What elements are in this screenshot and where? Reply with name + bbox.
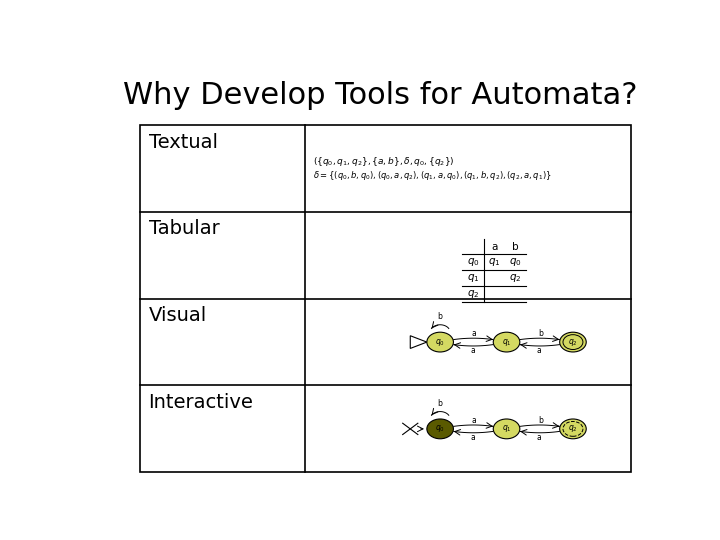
Text: b: b — [438, 399, 443, 408]
Circle shape — [559, 332, 586, 352]
Text: b: b — [438, 313, 443, 321]
Text: a: a — [472, 329, 477, 338]
Circle shape — [427, 419, 454, 439]
Text: Textual: Textual — [148, 133, 217, 152]
Text: Why Develop Tools for Automata?: Why Develop Tools for Automata? — [123, 82, 637, 111]
Bar — [140, 125, 631, 472]
Text: $q_1$: $q_1$ — [502, 336, 511, 348]
Circle shape — [559, 419, 586, 439]
Text: a: a — [472, 415, 477, 424]
Text: $q_2$: $q_2$ — [467, 288, 480, 300]
Text: $\delta = \{(q_0, b, q_0), (q_0, a, q_2), (q_1, a, q_0), (q_1, b, q_2), (q_2, a,: $\delta = \{(q_0, b, q_0), (q_0, a, q_2)… — [313, 170, 552, 183]
Text: $(\{q_0, q_1, q_2\}, \{a, b\}, \delta, q_0, \{q_2\})$: $(\{q_0, q_1, q_2\}, \{a, b\}, \delta, q… — [313, 154, 455, 167]
Circle shape — [493, 332, 520, 352]
Text: a: a — [470, 433, 475, 442]
Text: b: b — [512, 241, 519, 252]
Text: a: a — [537, 347, 541, 355]
Text: Visual: Visual — [148, 306, 207, 325]
Text: $q_2$: $q_2$ — [509, 272, 522, 284]
Text: $q_1$: $q_1$ — [502, 423, 511, 434]
Text: b: b — [538, 415, 543, 424]
Text: a: a — [470, 347, 475, 355]
Text: b: b — [538, 329, 543, 338]
Text: $q_1$: $q_1$ — [488, 256, 500, 268]
Text: $q_1$: $q_1$ — [467, 272, 480, 284]
Text: Interactive: Interactive — [148, 393, 253, 412]
Circle shape — [493, 419, 520, 439]
Text: a: a — [491, 241, 498, 252]
Text: $q_0$: $q_0$ — [509, 256, 522, 268]
Text: $q_2$: $q_2$ — [568, 336, 578, 348]
Circle shape — [427, 332, 454, 352]
Text: $q_0$: $q_0$ — [467, 256, 480, 268]
Text: $q_2$: $q_2$ — [568, 423, 578, 434]
Text: $q_0$: $q_0$ — [435, 336, 445, 348]
Text: a: a — [537, 433, 541, 442]
Text: Tabular: Tabular — [148, 219, 220, 238]
Text: $q_0$: $q_0$ — [435, 423, 445, 434]
